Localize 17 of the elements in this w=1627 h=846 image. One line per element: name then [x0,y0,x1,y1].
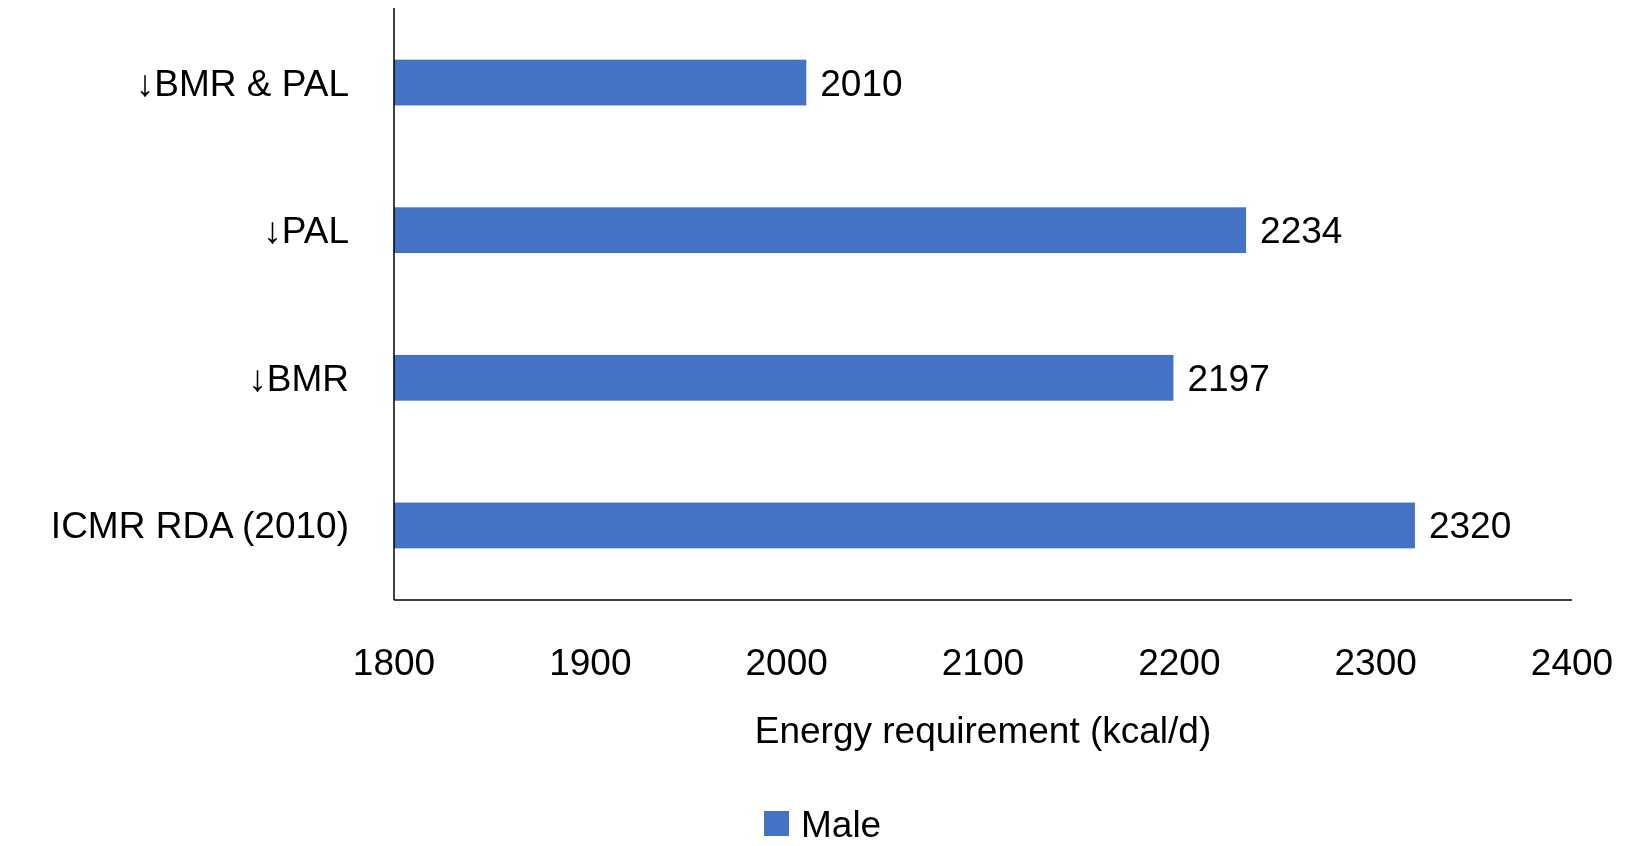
legend-label: Male [801,804,882,845]
y-tick-label: ↓BMR & PAL [135,62,349,104]
x-axis-title: Energy requirement (kcal/d) [754,710,1212,751]
data-label: 2197 [1187,357,1270,399]
x-tick-label: 2400 [1530,642,1614,683]
data-label: 2320 [1428,505,1512,547]
y-tick-label: ICMR RDA (2010) [50,505,349,547]
y-tick-label: ↓BMR [248,357,349,399]
x-tick-label: 1800 [352,642,436,683]
x-tick-label: 2200 [1138,642,1221,683]
x-tick-label: 2000 [745,642,828,683]
x-tick-label: 2300 [1334,642,1417,683]
x-tick-label: 1900 [549,642,632,683]
data-label: 2010 [820,62,903,104]
y-tick-label: ↓PAL [263,210,349,252]
x-tick-label: 2100 [941,642,1025,683]
data-label: 2234 [1260,210,1343,252]
